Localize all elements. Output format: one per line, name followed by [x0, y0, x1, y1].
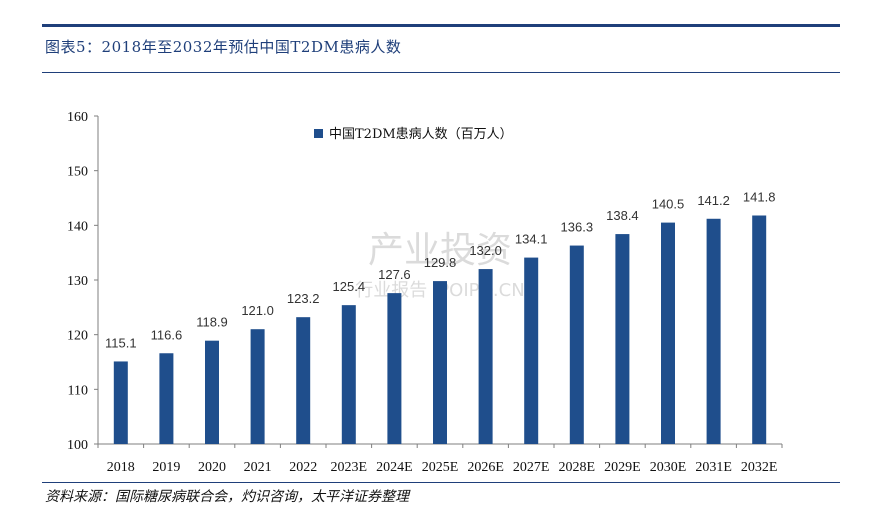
data-label: 140.5 [652, 197, 685, 212]
bar [615, 234, 630, 444]
bar [752, 215, 767, 444]
watermark-line1: 产业投资 [368, 230, 512, 271]
data-label: 127.6 [378, 267, 411, 282]
legend-swatch [314, 129, 323, 138]
data-label: 121.0 [241, 303, 274, 318]
data-label: 138.4 [606, 208, 639, 223]
bar [706, 218, 721, 444]
bar [478, 269, 493, 444]
bar [433, 281, 447, 444]
data-label: 115.1 [105, 335, 137, 350]
x-tick-label: 2018 [107, 460, 135, 475]
y-tick-label: 140 [67, 219, 88, 234]
x-tick-label: 2022 [289, 460, 317, 475]
data-label: 132.0 [469, 243, 502, 258]
bar [524, 257, 539, 444]
data-label: 123.2 [287, 291, 320, 306]
top-rule [42, 24, 840, 27]
data-label: 129.8 [424, 255, 457, 270]
y-tick-label: 120 [67, 329, 88, 344]
x-tick-label: 2028E [559, 460, 596, 475]
bar [113, 361, 128, 444]
x-tick-label: 2020 [198, 460, 226, 475]
y-tick-label: 100 [67, 438, 88, 453]
data-label: 134.1 [515, 232, 548, 247]
data-label: 141.2 [697, 193, 730, 208]
data-label: 141.8 [743, 189, 776, 204]
data-label: 125.4 [333, 279, 366, 294]
bar [661, 222, 675, 444]
bar [250, 329, 265, 444]
x-tick-label: 2021 [244, 460, 272, 475]
source-note: 资料来源：国际糖尿病联合会，灼识咨询，太平洋证券整理 [45, 489, 409, 505]
bar [569, 245, 584, 444]
x-tick-label: 2030E [650, 460, 687, 475]
y-tick-label: 130 [67, 274, 88, 289]
bar [341, 305, 356, 444]
y-tick-label: 110 [68, 383, 88, 398]
bar [159, 353, 174, 444]
x-tick-label: 2031E [695, 460, 732, 475]
title-rule [42, 72, 840, 73]
chart-title: 图表5：2018年至2032年预估中国T2DM患病人数 [45, 38, 402, 56]
x-tick-label: 2026E [467, 460, 504, 475]
y-tick-label: 160 [67, 110, 88, 125]
data-label: 118.9 [196, 315, 228, 330]
data-label: 116.6 [151, 327, 183, 342]
x-tick-label: 2023E [331, 460, 368, 475]
data-label: 136.3 [561, 220, 594, 235]
bar [387, 293, 402, 444]
x-tick-label: 2032E [741, 460, 778, 475]
y-tick-label: 150 [67, 165, 88, 180]
bar [296, 317, 311, 444]
x-tick-label: 2025E [422, 460, 459, 475]
legend-label: 中国T2DM患病人数（百万人） [329, 127, 513, 142]
bar [205, 340, 219, 444]
x-tick-label: 2027E [513, 460, 550, 475]
x-tick-label: 2024E [376, 460, 413, 475]
x-tick-label: 2019 [152, 460, 180, 475]
bottom-rule [42, 482, 840, 483]
x-tick-label: 2029E [604, 460, 641, 475]
